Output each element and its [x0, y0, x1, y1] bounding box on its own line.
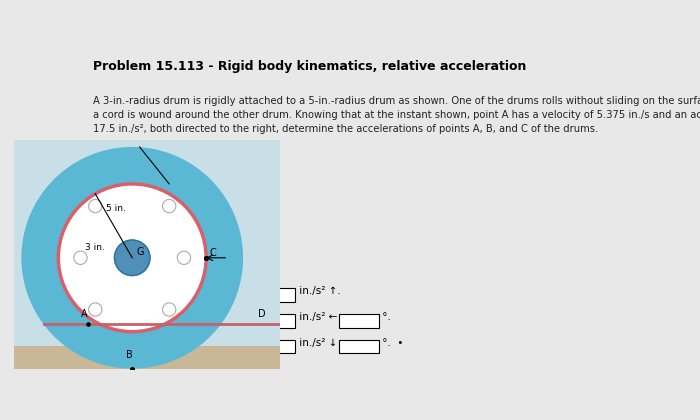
Text: A: A: [211, 312, 218, 323]
Text: The accelerations of point: The accelerations of point: [98, 338, 237, 348]
Circle shape: [89, 200, 102, 213]
Text: is: is: [219, 338, 234, 348]
Text: G: G: [136, 247, 144, 257]
Bar: [14, 346, 280, 369]
Circle shape: [162, 200, 176, 213]
FancyBboxPatch shape: [14, 139, 280, 369]
Text: The accelerations of point: The accelerations of point: [98, 312, 237, 323]
Text: is: is: [219, 312, 234, 323]
Circle shape: [115, 240, 150, 276]
Text: B: B: [211, 286, 218, 297]
Text: in./s² ↓: in./s² ↓: [296, 338, 337, 348]
Text: The accelerations of point: The accelerations of point: [98, 286, 237, 297]
FancyBboxPatch shape: [244, 340, 295, 353]
Text: B: B: [126, 350, 133, 360]
Text: in./s² ←: in./s² ←: [296, 312, 337, 323]
FancyBboxPatch shape: [339, 314, 379, 328]
Circle shape: [74, 251, 88, 265]
FancyBboxPatch shape: [244, 288, 295, 302]
Circle shape: [58, 184, 206, 332]
Circle shape: [162, 303, 176, 316]
Text: D: D: [258, 309, 265, 319]
Text: in./s² ↑.: in./s² ↑.: [296, 286, 341, 297]
Circle shape: [58, 184, 206, 332]
Text: A: A: [80, 309, 87, 319]
Circle shape: [89, 303, 102, 316]
Polygon shape: [22, 147, 243, 369]
Text: Problem 15.113 - Rigid body kinematics, relative acceleration: Problem 15.113 - Rigid body kinematics, …: [93, 60, 526, 73]
Circle shape: [177, 251, 190, 265]
FancyBboxPatch shape: [339, 340, 379, 353]
Text: 3 in.: 3 in.: [85, 244, 105, 252]
Text: A 3-in.-radius drum is rigidly attached to a 5-in.-radius drum as shown. One of : A 3-in.-radius drum is rigidly attached …: [93, 96, 700, 134]
Text: C: C: [211, 338, 218, 348]
FancyBboxPatch shape: [244, 314, 295, 328]
Text: °.  •: °. •: [379, 338, 404, 348]
Text: °.: °.: [379, 312, 391, 323]
Text: is: is: [219, 286, 234, 297]
Text: C: C: [209, 248, 216, 258]
Text: 5 in.: 5 in.: [106, 204, 125, 213]
